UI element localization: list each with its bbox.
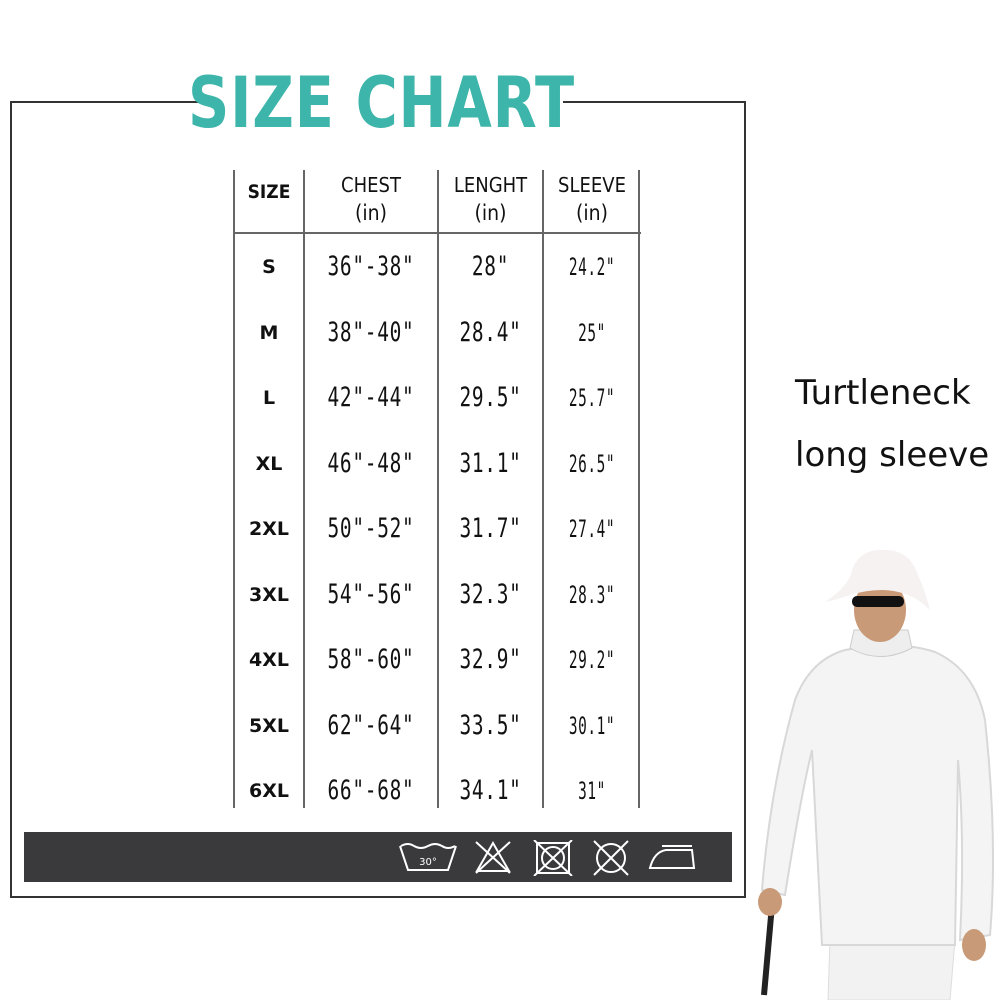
hand-left: [758, 888, 782, 916]
cell-chest: 36"-38": [327, 251, 415, 282]
cell-chest: 62"-64": [327, 709, 415, 741]
no-dry-clean-icon: [593, 840, 629, 876]
cell-chest: 66"-68": [327, 775, 415, 806]
pants: [827, 939, 956, 1000]
frame-top-left: [10, 101, 200, 103]
header-unit: (in): [474, 201, 507, 225]
cell-chest: 50"-52": [327, 513, 415, 544]
model-photo: [758, 549, 995, 1000]
header-size: SIZE: [247, 181, 291, 203]
cell-length: 28": [471, 251, 510, 282]
cell-chest: 38"-40": [327, 316, 415, 348]
product-name-line2: long sleeve: [795, 435, 990, 475]
cell-length: 33.5": [459, 709, 522, 741]
cell-length: 32.9": [459, 644, 522, 675]
cell-sleeve: 29.2": [568, 646, 616, 674]
wash-temperature-label: 30°: [419, 857, 437, 868]
sunglasses: [852, 596, 904, 607]
cell-length: 34.1": [459, 775, 522, 806]
header-chest: CHEST (in): [312, 171, 431, 227]
hand-right: [962, 929, 986, 961]
cell-sleeve: 31": [578, 777, 606, 805]
column-divider: [638, 170, 640, 808]
cell-sleeve: 25": [578, 318, 606, 347]
cell-size: 5XL: [249, 714, 289, 737]
header-unit: (in): [355, 201, 387, 225]
cell-size: M: [259, 321, 279, 344]
iron-icon: [648, 845, 696, 869]
cell-size: XL: [255, 452, 283, 475]
cell-size: 2XL: [249, 518, 289, 540]
column-divider: [233, 170, 235, 808]
frame-top-right: [563, 101, 746, 103]
cell-length: 31.1": [459, 447, 522, 479]
cell-size: L: [262, 387, 276, 409]
frame-bottom: [10, 896, 746, 898]
column-divider: [303, 170, 305, 808]
cell-sleeve: 30.1": [568, 711, 616, 740]
cell-sleeve: 24.2": [568, 253, 616, 281]
header-unit: (in): [576, 201, 608, 225]
frame-right: [744, 101, 746, 898]
cell-length: 29.5": [459, 382, 522, 413]
cell-length: 31.7": [459, 513, 522, 544]
cell-sleeve: 25.7": [568, 384, 616, 412]
bucket-hat: [825, 549, 930, 610]
cell-chest: 54"-56": [327, 578, 415, 610]
no-bleach-icon: [475, 840, 511, 874]
golf-club: [761, 904, 775, 996]
header-label: SLEEVE: [558, 173, 626, 197]
wash-30-icon: 30°: [399, 843, 457, 871]
turtleneck-collar: [849, 629, 913, 657]
cell-size: 3XL: [249, 583, 289, 606]
cell-size: 4XL: [249, 649, 289, 671]
sweater: [760, 644, 995, 946]
cell-size: S: [262, 256, 276, 278]
header-label: CHEST: [341, 173, 401, 197]
cell-length: 32.3": [459, 578, 522, 610]
cell-sleeve: 26.5": [568, 449, 616, 478]
header-label: LENGHT: [453, 173, 528, 197]
product-name-line1: Turtleneck: [795, 373, 971, 413]
page-title: SIZE CHART: [187, 62, 576, 144]
cell-sleeve: 27.4": [568, 515, 616, 543]
column-divider: [542, 170, 544, 808]
column-divider: [437, 170, 439, 808]
header-divider: [233, 232, 641, 234]
frame-left: [10, 101, 12, 898]
cell-chest: 42"-44": [327, 382, 415, 413]
care-instructions-bar: 30°: [24, 832, 732, 882]
face: [854, 578, 906, 642]
no-tumble-dry-icon: [533, 840, 573, 876]
cell-chest: 46"-48": [327, 447, 415, 479]
header-sleeve: SLEEVE (in): [549, 171, 635, 227]
cell-length: 28.4": [459, 316, 522, 348]
cell-chest: 58"-60": [327, 644, 415, 675]
cell-sleeve: 28.3": [568, 580, 616, 609]
cell-size: 6XL: [249, 780, 289, 802]
header-length: LENGHT (in): [444, 171, 537, 227]
